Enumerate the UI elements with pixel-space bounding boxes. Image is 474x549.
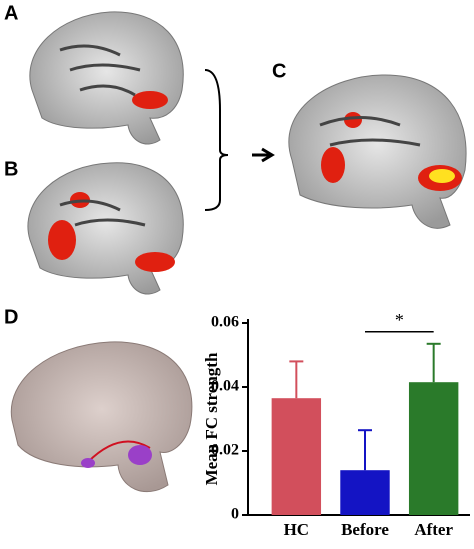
x-tick-label: Before (341, 520, 389, 539)
brain-image-c (288, 74, 467, 229)
bracket (204, 69, 229, 211)
bar (408, 382, 459, 515)
panel-label: A (4, 2, 18, 24)
x-tick-label: After (414, 520, 453, 539)
bar (271, 398, 322, 515)
brain-image-d (10, 341, 193, 493)
y-tick-label: 0 (231, 506, 239, 523)
y-tick-label: 0.02 (211, 442, 239, 459)
y-axis-label: Mean FC strength (202, 352, 221, 485)
y-tick-label: 0.06 (211, 314, 239, 331)
arrow (252, 147, 275, 163)
x-tick-label: HC (284, 520, 310, 539)
bar (340, 470, 390, 515)
panel-label: C (272, 60, 286, 82)
y-tick-label: 0.04 (211, 378, 239, 395)
significance-marker: * (395, 310, 404, 330)
panel-label: B (4, 158, 18, 180)
brain-image-b (27, 162, 184, 295)
panel-label: D (4, 306, 18, 328)
brain-image-a (29, 11, 184, 145)
